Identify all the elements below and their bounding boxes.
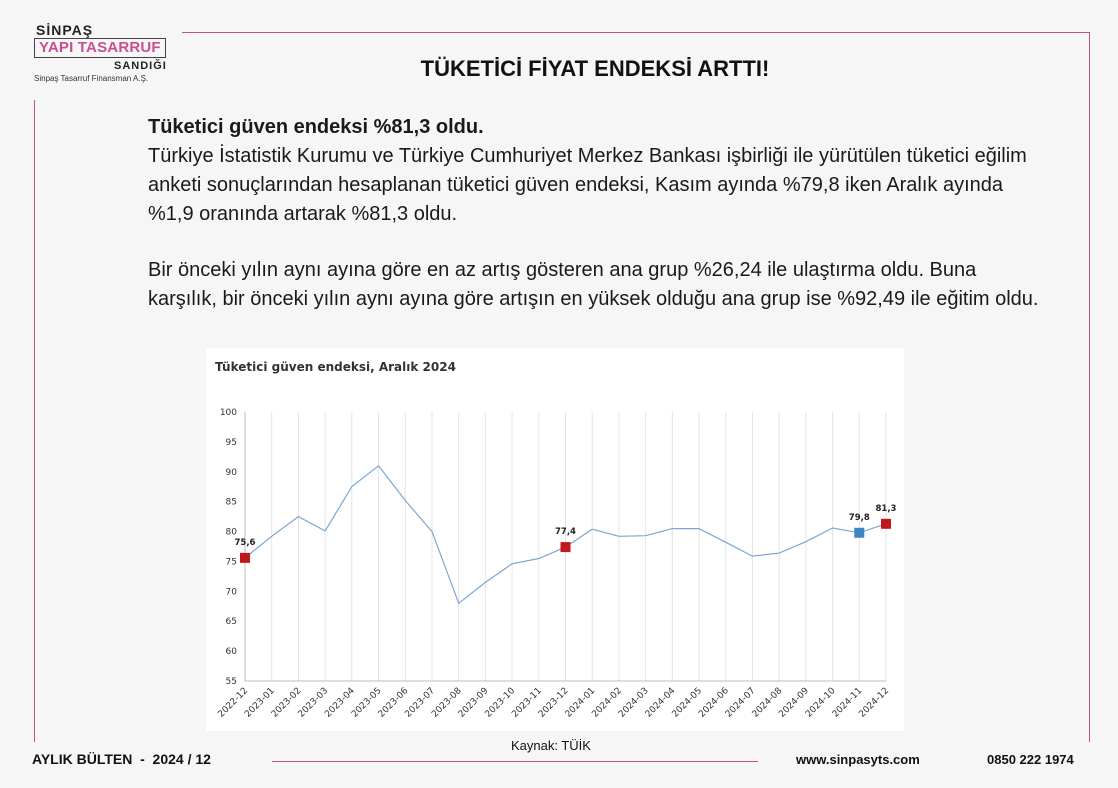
y-tick-label: 85: [226, 498, 237, 508]
headline: Tüketici güven endeksi %81,3 oldu.: [148, 116, 484, 138]
y-tick-label: 55: [226, 677, 237, 687]
y-tick-label: 95: [226, 438, 237, 448]
paragraph-1: Türkiye İstatistik Kurumu ve Türkiye Cum…: [148, 145, 1027, 225]
data-label: 77,4: [555, 527, 576, 537]
logo-box: YAPI TASARRUF: [34, 38, 166, 58]
chart-title: Tüketici güven endeksi, Aralık 2024: [215, 360, 456, 374]
data-label: 75,6: [235, 538, 256, 548]
y-tick-label: 80: [226, 528, 238, 538]
data-label: 79,8: [849, 513, 870, 523]
footer-bulletin: AYLIK BÜLTEN - 2024 / 12: [32, 751, 211, 767]
y-tick-label: 70: [226, 587, 238, 597]
logo-main-text: YAPI TASARRUF: [39, 39, 161, 56]
frame-right-line: [1089, 32, 1090, 742]
footer-website-link[interactable]: www.sinpasyts.com: [796, 752, 920, 767]
chart-svg: 5560657075808590951002022-122023-012023-…: [216, 408, 897, 720]
data-point-marker: [854, 527, 865, 538]
y-tick-label: 65: [226, 617, 237, 627]
page-title: TÜKETİCİ FİYAT ENDEKSİ ARTTI!: [420, 56, 770, 81]
footer-phone: 0850 222 1974: [987, 752, 1074, 767]
logo-caption: Sinpaş Tasarruf Finansman A.Ş.: [34, 74, 149, 83]
company-logo: SİNPAŞ YAPI TASARRUF SANDIĞI Sinpaş Tasa…: [34, 22, 194, 84]
chart-panel: Tüketici güven endeksi, Aralık 2024 55 60…: [206, 348, 904, 731]
body-text: Tüketici güven endeksi %81,3 oldu. Türki…: [148, 113, 1048, 314]
paragraph-2: Bir önceki yılın aynı ayına göre en az a…: [148, 259, 1039, 310]
footer-divider: [272, 761, 758, 762]
frame-left-line: [34, 100, 35, 742]
frame-top-line: [182, 32, 1090, 33]
x-tick-label: 2024-12: [857, 686, 891, 720]
logo-top-text: SİNPAŞ: [36, 22, 94, 38]
data-point-marker: [560, 542, 571, 553]
y-tick-label: 60: [226, 647, 238, 657]
data-point-marker: [881, 518, 891, 529]
data-point-marker: [240, 552, 250, 563]
source-note: Kaynak: TÜİK: [511, 738, 591, 753]
y-tick-label: 100: [220, 408, 237, 418]
data-label: 81,3: [876, 504, 897, 514]
logo-sub-text: SANDIĞI: [114, 60, 167, 72]
y-tick-label: 75: [226, 557, 237, 567]
y-tick-label: 90: [226, 468, 238, 478]
